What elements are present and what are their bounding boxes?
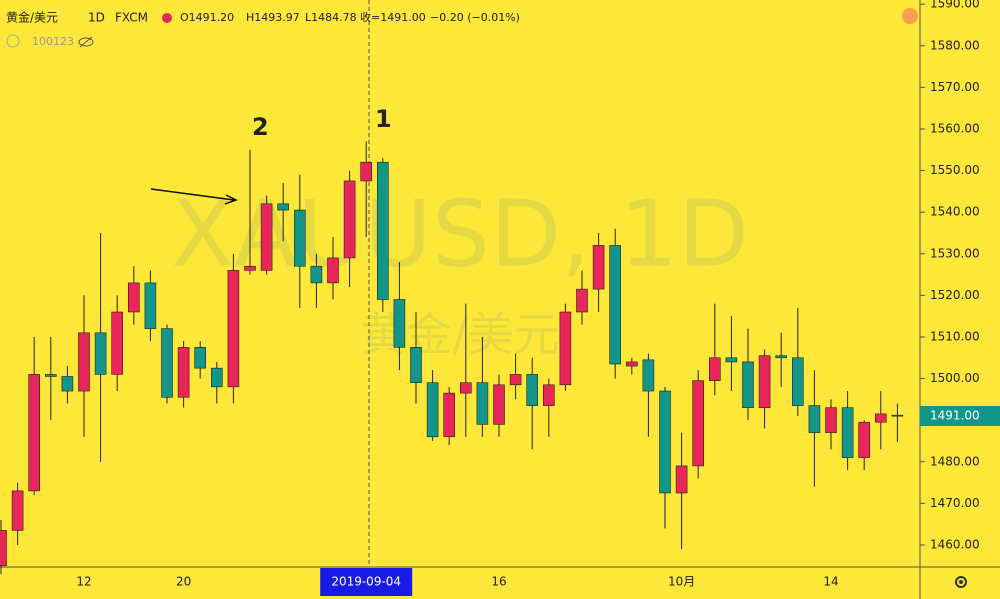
last-price-box: [920, 405, 1000, 426]
candle-body: [360, 161, 373, 182]
candle-body: [858, 421, 871, 458]
candle-body: [161, 328, 173, 398]
candle-body: [410, 347, 422, 384]
watermark-symbol: XAUUSD, 1D: [171, 180, 749, 287]
annotation: 2: [252, 113, 269, 141]
candle-body: [144, 282, 157, 329]
y-tick-label: 1480.00: [930, 454, 980, 468]
crosshair-date-box: [320, 568, 413, 596]
interval: 1D: [88, 11, 105, 25]
candle-body: [28, 374, 41, 492]
visibility-icon[interactable]: [78, 36, 94, 48]
last-price-label: 1491.00: [930, 408, 980, 422]
candle-body: [542, 384, 555, 406]
ohlc-high: H1493.97: [246, 11, 300, 24]
y-tick-label: 1510.00: [930, 329, 980, 343]
candle-body: [526, 374, 539, 406]
candle-body: [459, 382, 472, 394]
x-tick-label: 20: [176, 575, 191, 589]
candle-body: [791, 357, 804, 406]
ohlc-open: O1491.20: [180, 11, 234, 24]
y-tick-label: 1580.00: [930, 38, 980, 52]
y-tick-label: 1500.00: [930, 371, 980, 385]
collapse-button[interactable]: [6, 34, 20, 48]
candle-body: [692, 380, 705, 467]
candle-body: [874, 413, 887, 423]
candle-body: [476, 382, 489, 425]
y-tick-label: 1540.00: [930, 205, 980, 219]
y-tick-label: 1470.00: [930, 496, 980, 510]
candle-body: [343, 180, 356, 259]
candle-body: [111, 311, 123, 375]
candle-body: [742, 361, 754, 408]
ohlc-low: L1484.78: [305, 11, 357, 24]
candle-body: [576, 288, 588, 313]
candle-body: [708, 357, 721, 381]
candle-body: [211, 367, 223, 388]
candle-body: [11, 490, 24, 531]
candle-body: [659, 390, 671, 494]
x-tick-label: 12: [76, 575, 91, 589]
candle-body: [44, 374, 57, 377]
y-tick-label: 1590.00: [930, 0, 980, 11]
candle-body: [509, 374, 522, 386]
candle-body: [426, 382, 439, 438]
y-tick-label: 1530.00: [930, 246, 980, 260]
candle-body: [841, 407, 854, 458]
candle-body: [0, 530, 7, 567]
candle-body: [128, 282, 140, 313]
annotation: 1: [375, 105, 392, 133]
candle-body: [78, 332, 90, 392]
x-tick-label: 16: [491, 575, 506, 589]
arrow: [150, 188, 238, 205]
candle-body: [376, 161, 389, 300]
candle-body: [277, 203, 290, 211]
ohlc-change: −0.20 (−0.01%): [430, 11, 520, 24]
candle-body: [592, 245, 605, 290]
candle-body: [94, 332, 107, 375]
x-tick-label: 2019-09-04: [331, 575, 401, 589]
candle-body: [443, 392, 456, 438]
candle-body: [327, 257, 339, 284]
candle-body: [61, 376, 74, 392]
candle-body: [310, 265, 323, 284]
settings-icon[interactable]: [955, 576, 967, 588]
candle-body: [675, 465, 688, 494]
y-tick-label: 1550.00: [930, 163, 980, 177]
status-dot: [162, 13, 172, 23]
candle-body: [725, 357, 738, 363]
candle-body: [260, 203, 273, 271]
candle-body: [825, 407, 837, 433]
y-tick-label: 1460.00: [930, 537, 980, 551]
y-tick-label: 1520.00: [930, 288, 980, 302]
ohlc-close: 收=1491.00: [360, 10, 426, 24]
watermark-name: 黄金/美元: [360, 308, 560, 362]
y-tick-label: 1560.00: [930, 121, 980, 135]
indicator-label: 100123: [32, 35, 74, 48]
source: FXCM: [115, 11, 148, 25]
candle-body: [559, 311, 572, 386]
candle-body: [293, 209, 306, 267]
candle-body: [194, 347, 206, 369]
symbol: 黄金/美元: [6, 10, 58, 25]
candle-body: [493, 384, 505, 425]
y-tick-label: 1570.00: [930, 80, 980, 94]
candle-body: [177, 347, 190, 398]
candle-body: [609, 245, 622, 365]
candle-body: [625, 361, 638, 367]
candle-body: [758, 355, 771, 408]
x-tick-label: 10月: [668, 575, 695, 589]
alert-icon[interactable]: [902, 8, 918, 24]
candle-body: [891, 414, 904, 417]
candle-body: [775, 355, 788, 359]
candle-body: [227, 270, 240, 388]
candle-body: [393, 299, 406, 348]
candle-body: [244, 265, 256, 271]
candle-body: [642, 359, 655, 392]
candle-body: [808, 405, 821, 433]
x-tick-label: 14: [823, 575, 838, 589]
